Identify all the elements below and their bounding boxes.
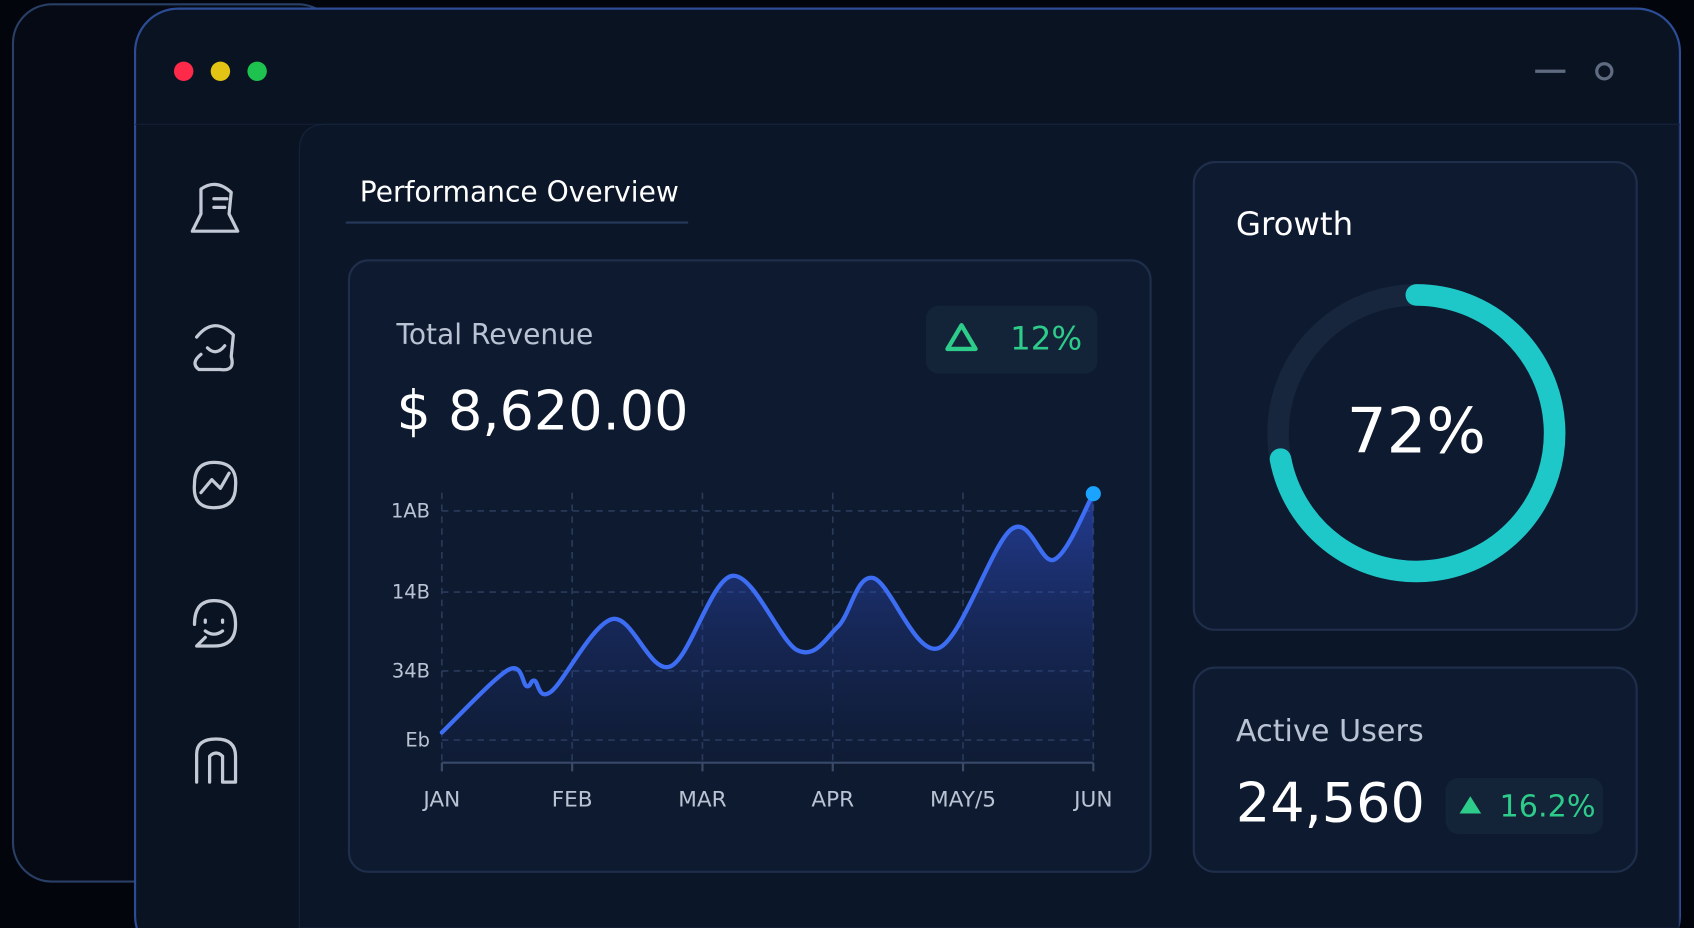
minimize-dot[interactable] xyxy=(210,61,231,82)
area-fill xyxy=(441,493,1094,763)
y-tick-label: Eb xyxy=(405,729,430,752)
x-tick-label: APR xyxy=(811,788,854,813)
up-icon xyxy=(945,323,978,352)
y-tick-label: 34B xyxy=(392,659,430,682)
x-tick-label: MAY/5 xyxy=(930,788,996,813)
page-title: Performance Overview xyxy=(360,175,679,208)
revenue-change-badge xyxy=(925,305,1098,374)
users-count: 24,560 xyxy=(1236,772,1425,835)
close-button[interactable] xyxy=(173,61,194,82)
users-card xyxy=(1192,666,1638,873)
revenue-chart: Eb 34B 14B 1AB JAN FEB MAR APR MAY/5 JUN xyxy=(391,486,1112,813)
maximize-dot[interactable] xyxy=(247,61,267,82)
users-title: Active Users xyxy=(1236,714,1424,749)
end-point xyxy=(1085,486,1101,502)
users-change: 16.2% xyxy=(1500,790,1596,825)
nav-icon-archive[interactable] xyxy=(195,737,238,784)
x-tick-label: MAR xyxy=(678,788,726,813)
users-change-badge xyxy=(1445,777,1604,835)
revenue-line xyxy=(439,491,1096,735)
settings-icon[interactable] xyxy=(1595,62,1614,81)
growth-title: Growth xyxy=(1236,205,1353,243)
gauge-arc xyxy=(1269,284,1566,583)
revenue-title: Total Revenue xyxy=(396,318,594,351)
nav-icon-analytics[interactable] xyxy=(192,460,238,510)
growth-value: 72% xyxy=(1347,394,1486,467)
revenue-amount: $ 8,620.00 xyxy=(397,379,689,442)
x-tick-label: FEB xyxy=(552,788,593,813)
nav-icon-chat[interactable] xyxy=(193,324,235,372)
x-tick-label: JAN xyxy=(421,788,460,813)
nav-icon-profile[interactable] xyxy=(190,182,240,233)
y-tick-label: 14B xyxy=(392,581,430,604)
y-tick-label: 1AB xyxy=(391,500,430,523)
revenue-change: 12% xyxy=(1010,319,1082,357)
up-icon xyxy=(1459,796,1482,814)
nav-icon-users[interactable] xyxy=(192,599,238,648)
x-tick-label: JUN xyxy=(1072,788,1112,813)
